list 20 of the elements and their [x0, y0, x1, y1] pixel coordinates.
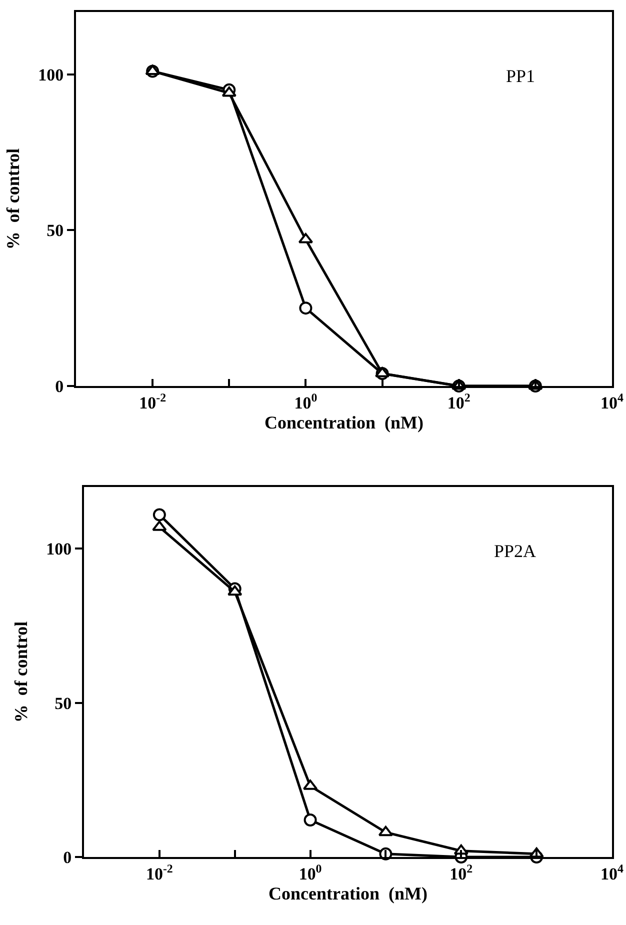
x-tick-label: 10$^{2}$: [447, 390, 470, 412]
y-tick-label: 0: [63, 848, 72, 867]
x-tick-label: 10$^{4}$: [600, 390, 624, 412]
x-tick-label: 10$^{-2}$: [146, 861, 173, 884]
x-tick-label: 10$^{0}$: [298, 861, 322, 884]
y-tick-label: 50: [46, 221, 64, 240]
y-tick-label: 100: [38, 65, 64, 84]
y-tick-label: 0: [55, 376, 64, 396]
annotation: PP2A: [494, 541, 536, 561]
x-tick-label: 10$^{-2}$: [139, 390, 166, 412]
x-axis-title: Concentration (nM): [268, 883, 428, 904]
y-axis-title: % of control: [2, 148, 23, 250]
y-tick-label: 50: [54, 694, 72, 713]
x-tick-label: 10$^{0}$: [294, 390, 318, 412]
y-axis-title: % of control: [10, 621, 31, 723]
x-tick-label: 10$^{2}$: [450, 861, 473, 884]
y-tick-label: 100: [46, 540, 72, 559]
x-axis-title: Concentration (nM): [264, 412, 424, 432]
x-tick-label: 10$^{4}$: [600, 861, 624, 884]
annotation: PP1: [506, 66, 536, 86]
